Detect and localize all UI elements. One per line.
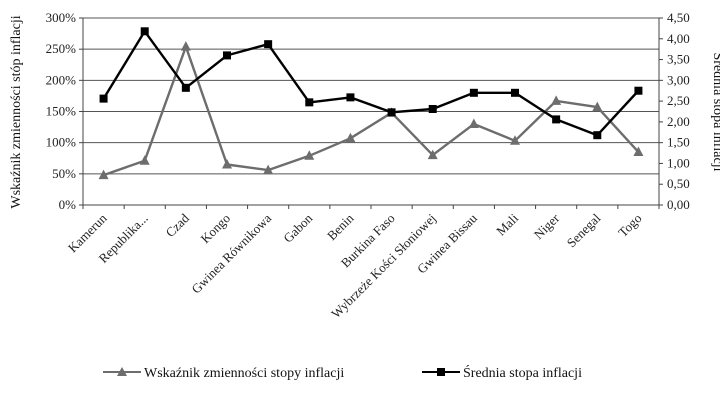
data-point-square	[387, 108, 396, 117]
legend: Wskaźnik zmienności stopy inflacji Średn…	[103, 364, 582, 381]
data-point-square	[305, 98, 314, 107]
left-tick-label: 0%	[59, 197, 77, 212]
right-y-ticks: 0,00 0,50 1,00 1,50 2,00 2,50 3,00 3,50 4,00 4,50	[659, 10, 690, 212]
data-point-triangle	[263, 164, 274, 175]
right-tick-label: 0,50	[667, 176, 690, 191]
left-tick-label: 200%	[46, 72, 77, 87]
right-tick-label: 2,50	[667, 93, 690, 108]
right-tick-label: 4,00	[667, 31, 690, 46]
left-tick-label: 150%	[46, 104, 77, 119]
right-tick-label: 1,50	[667, 135, 690, 150]
legend-label-mean: Średnia stopa inflacji	[463, 364, 582, 381]
legend-marker-triangle	[117, 367, 127, 376]
grid-lines	[83, 17, 659, 175]
right-tick-label: 3,00	[667, 72, 690, 87]
data-point-square	[346, 93, 355, 102]
x-tick-label: Niger	[531, 210, 563, 242]
right-tick-label: 2,00	[667, 114, 690, 129]
data-point-square	[469, 88, 478, 97]
data-point-square	[511, 88, 519, 97]
x-tick-label: Senegal	[564, 210, 604, 250]
data-point-triangle	[592, 101, 603, 112]
x-tick-label: Gabon	[280, 210, 315, 245]
data-point-square	[552, 115, 561, 124]
data-point-triangle	[304, 150, 315, 160]
data-point-square	[634, 86, 643, 95]
series-line-0	[103, 45, 640, 177]
left-tick-label: 100%	[46, 135, 77, 150]
right-tick-label: 3,50	[667, 52, 690, 67]
data-point-square	[223, 51, 231, 60]
data-point-square	[140, 27, 149, 36]
data-point-square	[264, 40, 273, 49]
left-tick-label: 250%	[46, 41, 77, 56]
left-tick-label: 300%	[46, 10, 77, 25]
data-point-square	[428, 105, 437, 114]
left-y-ticks: 0% 50% 100% 150% 200% 250% 300%	[46, 10, 83, 212]
legend-label-variability: Wskaźnik zmienności stopy inflacji	[144, 366, 344, 381]
data-point-triangle	[139, 155, 150, 165]
series-line-1	[102, 30, 640, 137]
data-point-triangle	[180, 41, 191, 51]
data-point-triangle	[510, 135, 520, 145]
x-tick-label: Czad	[162, 210, 192, 240]
legend-marker-square	[437, 368, 445, 376]
data-point-square	[593, 131, 602, 140]
data-point-triangle	[468, 118, 479, 128]
right-tick-label: 0,00	[667, 197, 690, 212]
x-tick-label: Benin	[324, 210, 357, 243]
x-tick-label: Kongo	[197, 211, 233, 247]
right-axis-title: Średnia stopa inflacji	[710, 53, 720, 172]
x-tick-label: Mali	[493, 210, 521, 238]
data-point-triangle	[345, 132, 356, 143]
data-point-square	[181, 83, 190, 92]
data-point-square	[99, 94, 108, 103]
data-point-triangle	[222, 158, 232, 169]
data-point-triangle	[551, 95, 562, 105]
x-tick-label: Togo	[615, 211, 644, 240]
series-layer	[98, 27, 644, 180]
left-axis-title: Wskaźnik zmienności stóp inflacji	[9, 15, 24, 208]
x-tick-label: Gwinea Równikowa	[188, 210, 274, 296]
data-point-triangle	[98, 169, 109, 180]
data-point-triangle	[427, 149, 438, 160]
right-tick-label: 1,00	[667, 155, 690, 170]
left-tick-label: 50%	[52, 166, 76, 181]
data-point-triangle	[633, 146, 644, 157]
right-tick-label: 4,50	[667, 10, 690, 25]
